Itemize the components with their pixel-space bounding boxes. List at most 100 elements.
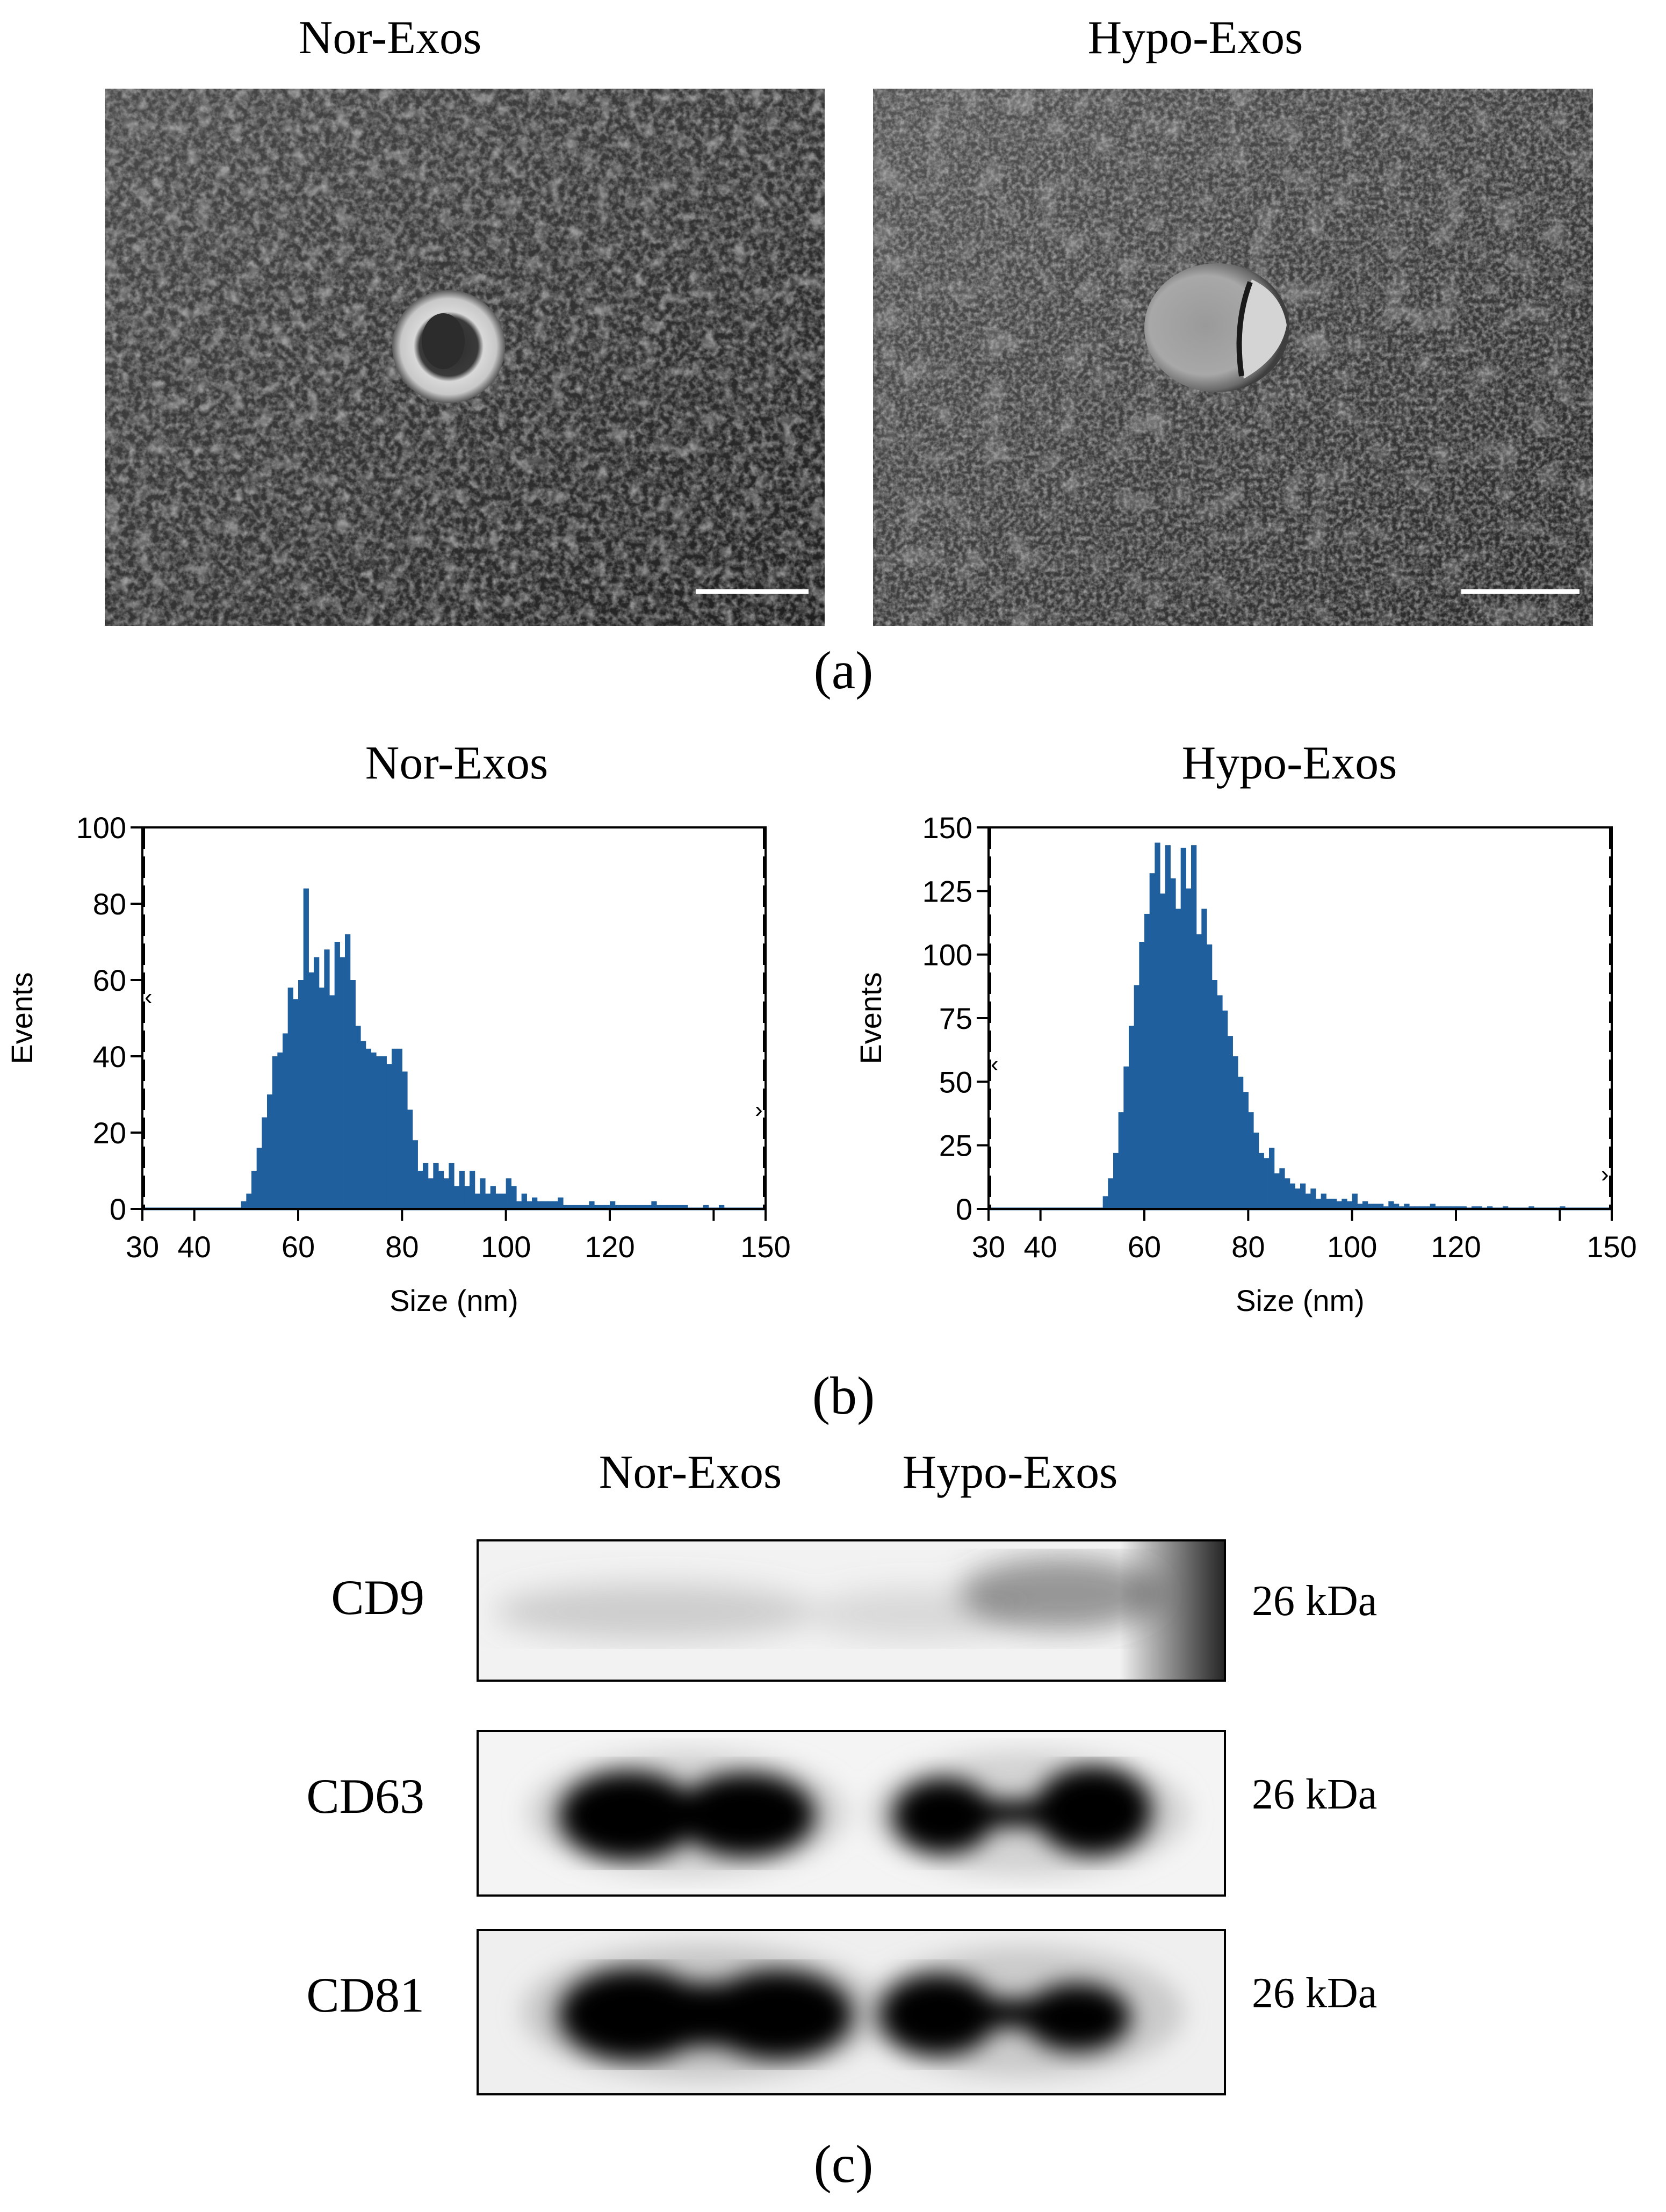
histogram-bar [433,1163,439,1209]
histogram-bar [1253,1133,1259,1209]
histogram-bar [501,1193,507,1209]
histogram-bar [579,1205,585,1209]
y-tick-label: 75 [939,1001,972,1035]
histogram-bar [303,888,309,1209]
lane-label-hypo: Hypo-Exos [902,1446,1118,1498]
mw-label-cd81: 26 kDa [1252,1970,1377,2017]
x-tick-label: 100 [1327,1230,1377,1264]
histogram-bar [340,957,345,1209]
tem-image-hypo [873,89,1593,626]
x-tick-label: 120 [585,1230,634,1264]
histogram-bar [1347,1201,1353,1209]
x-tick-label: 60 [1128,1230,1161,1264]
histogram-bar [1186,888,1192,1209]
x-tick-label: 40 [1024,1230,1057,1264]
histogram-bar [542,1201,548,1209]
mw-label-cd9: 26 kDa [1252,1577,1377,1625]
histogram-bar [1279,1168,1285,1209]
panel-label-c: (c) [813,2134,874,2194]
histogram-bar [324,949,330,1209]
histogram-bar [1144,913,1150,1209]
histogram-bar [521,1193,527,1209]
histogram-bar [241,1201,247,1209]
histogram-bar [646,1205,652,1209]
histogram-bar [334,942,340,1209]
y-axis-label: Events [5,972,39,1064]
histogram-bar [298,980,304,1209]
histogram-bar [1342,1199,1347,1209]
histogram-bar [251,1171,257,1209]
y-tick-label: 50 [939,1065,972,1099]
gate-marker-left: ‹ [991,1051,999,1077]
histogram-nor: 0 20 40 60 80 100 30 40 60 80 100 120 150 Size (nm) Ev… [5,811,791,1317]
histogram-bar [277,1052,283,1209]
histogram-bar [599,1205,605,1209]
x-tick-label: 80 [1231,1230,1265,1264]
histogram-bar [392,1048,398,1209]
histogram-bar [1217,995,1223,1209]
histogram-bar [1207,944,1213,1209]
histogram-bar [1305,1193,1311,1209]
histogram-bar [604,1205,610,1209]
histogram-bar [1404,1204,1410,1209]
histogram-bar [610,1201,616,1209]
histogram-bar [1300,1183,1306,1209]
histogram-bar [558,1197,564,1209]
x-tick-label: 150 [740,1230,790,1264]
histogram-bar [314,957,320,1209]
histogram-bar [438,1171,444,1209]
histogram-bar [1160,894,1166,1209]
histogram-bar [1222,1010,1228,1209]
histogram-bar [287,988,293,1209]
histogram-bar [423,1163,429,1209]
histogram-bar [1134,985,1139,1209]
plot-frame [987,826,1613,1210]
histogram-bar [532,1197,538,1209]
mw-label-cd63: 26 kDa [1252,1771,1377,1818]
histogram-bar [682,1205,688,1209]
histogram-bar [672,1205,678,1209]
histogram-bar [1285,1178,1290,1209]
histogram-bar [365,1048,371,1209]
gate-marker-left: ‹ [145,984,153,1010]
histogram-bar [703,1205,709,1209]
histogram-bar [1238,1076,1244,1209]
histogram-bar [1139,942,1145,1209]
histogram-bar [396,1048,402,1209]
histogram-bar [1149,873,1155,1209]
histogram-bar [308,972,314,1209]
histogram-bar [1367,1204,1373,1209]
histogram-bar [459,1171,465,1209]
histogram-bar [1123,1066,1129,1209]
histogram-bar [651,1201,657,1209]
histogram-bar [1175,909,1181,1209]
y-axis-label: Events [854,972,888,1064]
histogram-bar [1316,1199,1322,1209]
protein-label-cd63: CD63 [306,1769,424,1824]
histogram-hypo: 0 25 50 75 100 125 150 30 40 60 80 100 120 150 Size (n… [854,811,1637,1317]
histogram-bar [583,1205,589,1209]
y-tick-label: 100 [922,938,972,972]
histogram-bar [454,1186,460,1209]
y-tick-label: 0 [956,1192,972,1226]
histogram-bar [527,1201,532,1209]
y-tick-label: 150 [922,811,972,845]
histogram-bar [283,1033,289,1209]
histogram-bar [386,1064,392,1209]
histogram-bar [1129,1026,1135,1209]
y-tick-label: 100 [76,811,126,845]
histogram-bar [1295,1188,1301,1209]
gate-marker-right: › [1601,1161,1609,1187]
histogram-bar [1258,1152,1264,1209]
x-tick-label: 30 [972,1230,1005,1264]
histogram-bar [1394,1204,1400,1209]
histogram-bar [262,1117,268,1209]
histogram-bar [516,1201,522,1209]
histogram-bar [376,1056,382,1209]
histogram-bar [345,934,351,1209]
bars [1102,842,1566,1209]
x-tick-label: 30 [126,1230,159,1264]
histogram-bar [677,1205,683,1209]
y-tick-label: 0 [110,1192,126,1226]
x-tick-label: 150 [1586,1230,1636,1264]
